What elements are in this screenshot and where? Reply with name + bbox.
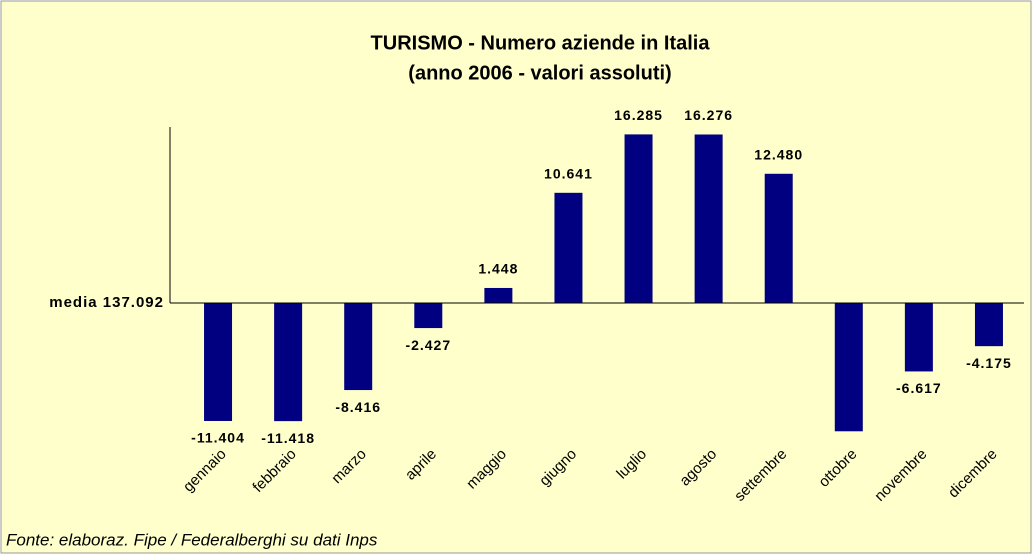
bar [414,302,443,329]
value-label: -6.617 [896,380,942,396]
bar [834,302,863,432]
bar [694,134,723,303]
bar [904,302,933,372]
bar [484,287,513,303]
bar [554,192,583,303]
value-label: -2.427 [405,337,451,353]
bar [204,302,233,421]
value-label: 10.641 [544,166,593,182]
bar [344,302,373,391]
bar [974,302,1003,347]
chart-title: TURISMO - Numero aziende in Italia [371,32,711,54]
value-label: 16.276 [684,107,733,123]
value-label: -4.175 [966,355,1012,371]
chart-subtitle: (anno 2006 - valori assoluti) [408,62,671,84]
bar [624,134,653,303]
source-note: Fonte: elaboraz. Fipe / Federalberghi su… [6,530,378,549]
bar [274,302,303,422]
baseline-label: media 137.092 [49,294,164,311]
bar [764,173,793,303]
value-label: 16.285 [614,107,663,123]
value-label: 12.480 [754,146,803,162]
value-label: -11.418 [261,430,315,446]
value-label: -11.404 [191,430,245,446]
value-label: -8.416 [335,399,381,415]
value-label: 1.448 [478,261,518,277]
